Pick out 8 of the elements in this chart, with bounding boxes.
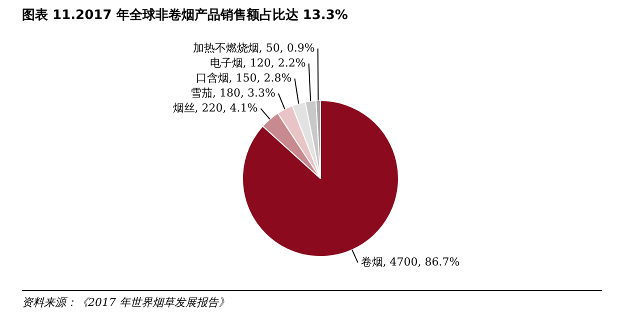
slice-label: 雪茄, 180, 3.3% [190, 86, 276, 100]
slice-label: 加热不燃烧烟, 50, 0.9% [192, 41, 315, 54]
slice-label: 卷烟, 4700, 86.7% [360, 255, 460, 268]
slice-label: 口含烟, 150, 2.8% [196, 71, 292, 84]
slice-label: 电子烟, 120, 2.2% [210, 56, 306, 70]
chart-title: 图表 11.2017 年全球非卷烟产品销售额占比达 13.3% [22, 6, 348, 24]
slice-label: 烟丝, 220, 4.1% [172, 101, 258, 114]
text: 资料来源：《2017 年世界烟草发展报告》 [22, 290, 602, 310]
